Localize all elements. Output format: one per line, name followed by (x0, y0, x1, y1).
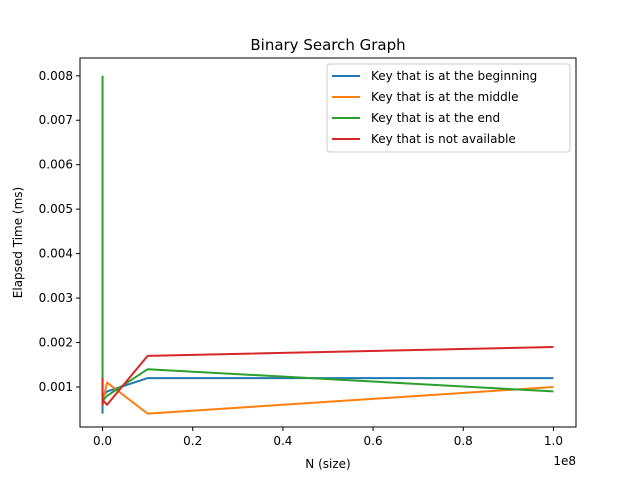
y-tick-label: 0.008 (39, 69, 73, 83)
legend-items: Key that is at the beginning Key that is … (332, 69, 537, 146)
x-tick-label: 0.8 (454, 434, 473, 448)
legend-label-2: Key that is at the middle (371, 90, 519, 104)
x-tick-label: 0.4 (273, 434, 292, 448)
axes-frame (79, 57, 577, 428)
x-tick-label: 1.0 (544, 434, 563, 448)
x-axis-ticks: 0.0 0.2 0.4 0.6 0.8 1.0 (93, 427, 563, 448)
y-tick-label: 0.004 (39, 247, 73, 261)
legend: Key that is at the beginning Key that is … (326, 63, 571, 153)
legend-label-4: Key that is not available (371, 132, 516, 146)
legend-label-3: Key that is at the end (371, 111, 500, 125)
y-tick-label: 0.002 (39, 336, 73, 350)
y-tick-label: 0.005 (39, 202, 73, 216)
legend-box (326, 63, 571, 153)
x-axis-offset-label: 1e8 (553, 454, 576, 468)
y-tick-label: 0.003 (39, 291, 73, 305)
x-tick-label: 0.0 (93, 434, 112, 448)
series-layer (101, 75, 554, 415)
chart-title: Binary Search Graph (250, 36, 405, 54)
y-tick-label: 0.001 (39, 380, 73, 394)
y-tick-label: 0.007 (39, 113, 73, 127)
y-axis-ticks: 0.001 0.002 0.003 0.004 0.005 0.006 0.007 0.008 (39, 69, 80, 394)
x-tick-label: 0.2 (183, 434, 202, 448)
series-line-4 (101, 345, 554, 406)
legend-label-1: Key that is at the beginning (371, 69, 537, 83)
y-axis-label: Elapsed Time (ms) (11, 187, 25, 298)
x-axis-label: N (size) (305, 457, 350, 471)
x-tick-label: 0.6 (364, 434, 383, 448)
y-tick-label: 0.006 (39, 158, 73, 172)
